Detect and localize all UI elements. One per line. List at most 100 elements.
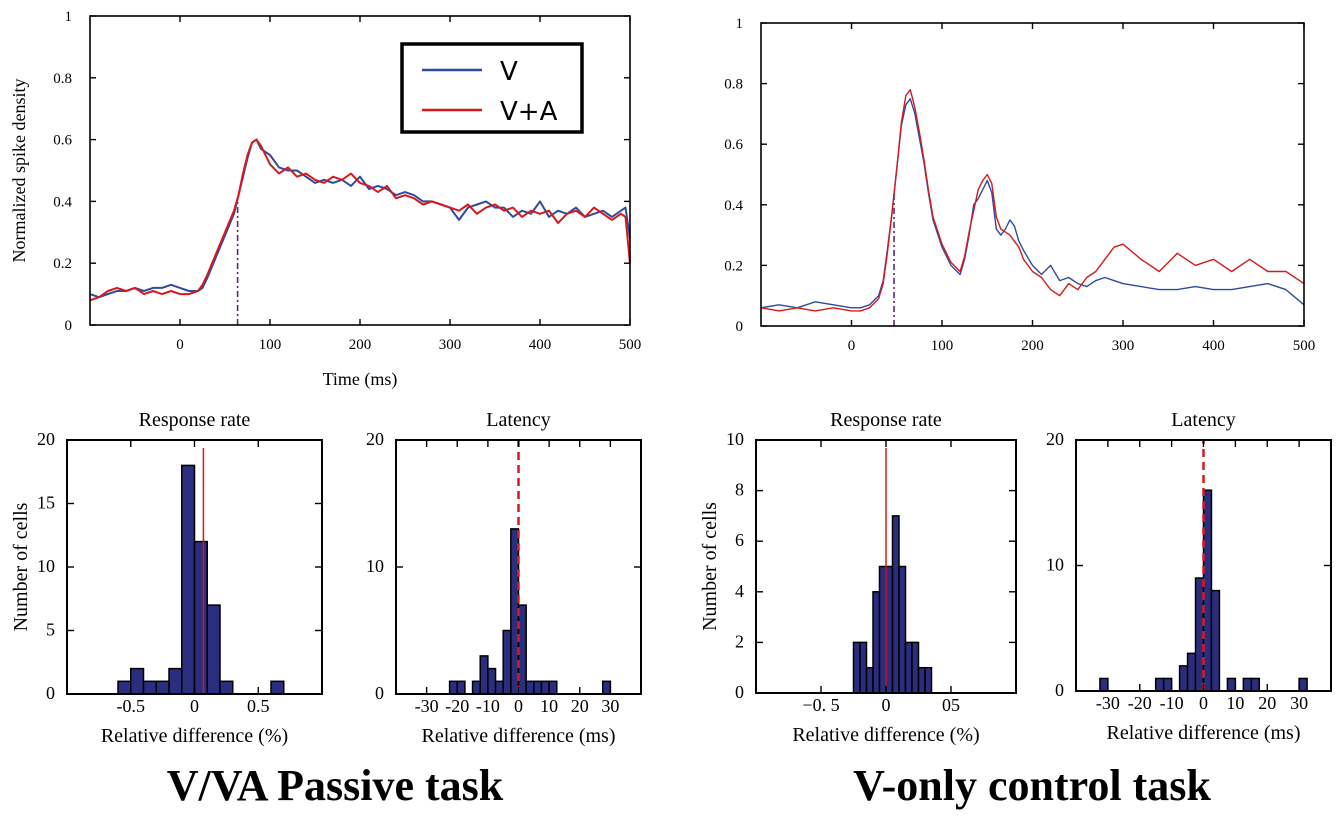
left-rate-hist-bar-2 [142,680,157,695]
right-rate-hist-xtick-label-0: −0. 5 [802,695,839,715]
left-psth-legend-label-0: V [500,57,518,87]
right-latency-hist-ytick-label-1: 10 [1046,555,1064,575]
left-rate-hist-bar-1 [130,667,145,695]
left-rate-hist-bar-6 [193,540,208,695]
left-psth-ytick-label-0: 0 [65,318,73,334]
right-latency-hist-bar-7 [1210,589,1221,692]
right-psth-ytick-label-5: 1 [736,16,744,32]
left-latency-hist-bar-12 [548,680,558,695]
right-psth-ytick-label-4: 0.8 [724,77,743,93]
left-psth-series-va-line [89,138,631,302]
left-psth-series-v-line [89,138,631,299]
left-psth-xtick-label-5: 500 [619,337,642,353]
right-psth-ytick-label-3: 0.6 [724,137,743,153]
left-rate-hist-bar-0 [117,680,132,695]
left-psth-xtick-label-0: 0 [176,337,184,353]
left-latency-hist-bar-10 [533,680,543,695]
right-psth-axes-frame [760,22,1305,327]
right-rate-hist-bar-8 [904,641,913,694]
left-latency-hist-bar-3 [479,655,489,695]
right-latency-hist-xtick-label-2: -10 [1160,693,1184,713]
left-rate-hist-bar-8 [219,680,234,695]
right-rate-hist-bar-3 [872,591,881,694]
right-latency-hist-bar-0 [1099,677,1109,692]
right-latency-hist-bar-4 [1186,652,1197,692]
left-psth-ytick-label-4: 0.8 [53,71,72,87]
left-latency-hist-xtick-label-5: 20 [571,696,589,716]
left-latency-hist-xtick-label-1: -20 [445,696,469,716]
left-latency-hist-title: Latency [486,409,550,431]
right-latency-hist-xtick-label-5: 20 [1258,693,1276,713]
right-rate-hist-bar-6 [891,515,900,694]
right-rate-hist-ytick-label-3: 6 [735,530,744,550]
right-latency-hist-bar-9 [1242,677,1253,692]
left-psth-xtick-label-1: 100 [259,337,282,353]
left-rate-hist-title: Response rate [139,409,251,431]
left-rate-hist-ytick-label-1: 5 [46,620,55,640]
left-rate-hist-ytick-label-3: 15 [37,493,55,513]
left-psth-ylabel: Normalized spike density [9,79,29,263]
right-rate-hist-ylabel: Number of cells [699,502,721,631]
left-rate-hist-bar-5 [181,464,196,695]
right-psth-xtick-label-0: 0 [848,338,856,354]
left-rate-hist-ytick-label-4: 20 [37,429,55,449]
right-psth-ytick-label-0: 0 [736,319,744,335]
left-psth-xtick-label-4: 400 [529,337,552,353]
left-psth-legend-box [400,42,584,134]
right-rate-hist-bar-2 [865,666,874,694]
right-rate-hist-xtick-label-2: 05 [942,695,960,715]
right-rate-hist-xlabel: Relative difference (%) [792,724,979,746]
left-rate-hist-bar-3 [155,680,170,695]
left-latency-hist-bar-2 [471,680,481,695]
right-latency-hist-bar-11 [1298,677,1308,692]
right-psth-xtick-label-4: 400 [1202,338,1225,354]
left-latency-hist-ytick-label-1: 10 [366,556,384,576]
right-latency-hist-bar-8 [1226,677,1237,692]
right-latency-hist-title: Latency [1171,409,1235,431]
right-latency-hist-xtick-label-3: 0 [1199,693,1208,713]
right-rate-hist-bar-0 [852,641,861,694]
right-psth-xtick-label-5: 500 [1293,338,1316,354]
right-psth-ytick-label-1: 0.2 [724,258,743,274]
left-latency-hist-xtick-label-3: 0 [514,696,523,716]
caption-right: V-only control task [853,761,1211,810]
right-rate-hist-title: Response rate [830,409,942,431]
left-psth-xlabel: Time (ms) [323,369,398,390]
right-psth-xtick-label-3: 300 [1112,338,1135,354]
right-psth-series-v-line [760,98,1305,309]
left-latency-hist-xtick-label-0: -30 [415,696,439,716]
left-rate-hist-ylabel: Number of cells [10,502,32,631]
right-latency-hist-xlabel: Relative difference (ms) [1107,722,1301,744]
left-psth-ytick-label-1: 0.2 [53,256,72,272]
right-latency-hist-ytick-label-2: 20 [1046,429,1064,449]
left-latency-hist-bar-6 [502,629,512,695]
left-latency-hist-bar-1 [456,680,466,695]
right-psth-xtick-label-2: 200 [1021,338,1044,354]
left-psth-xtick-label-3: 300 [439,337,462,353]
right-rate-hist-ytick-label-0: 0 [735,682,744,702]
left-rate-hist-bar-7 [206,604,221,695]
right-latency-hist-xtick-label-6: 30 [1290,693,1308,713]
left-latency-hist-bar-13 [601,680,612,695]
right-psth-ytick-label-2: 0.4 [724,198,743,214]
left-rate-hist-xtick-label-1: 0 [190,696,199,716]
left-rate-hist-xtick-label-2: 0.5 [247,696,270,716]
right-psth-xtick-label-1: 100 [931,338,954,354]
right-rate-hist-bar-7 [898,565,907,694]
right-rate-hist-ytick-label-5: 10 [726,429,744,449]
right-rate-hist-bar-4 [878,565,887,694]
right-latency-hist-xtick-label-1: -20 [1128,693,1152,713]
left-rate-hist-bar-4 [168,667,183,695]
left-latency-hist-bar-9 [525,680,535,695]
right-latency-hist-bar-10 [1250,677,1261,692]
right-latency-hist-bar-2 [1162,677,1173,692]
left-rate-hist-xlabel: Relative difference (%) [101,725,288,747]
right-rate-hist-ytick-label-4: 8 [735,480,744,500]
right-latency-hist-bar-3 [1178,665,1189,692]
left-latency-hist-bar-5 [494,680,504,695]
right-psth-series-va-line [760,88,1305,312]
right-latency-hist-xtick-label-0: -30 [1096,693,1120,713]
left-psth-ytick-label-2: 0.4 [53,194,72,210]
